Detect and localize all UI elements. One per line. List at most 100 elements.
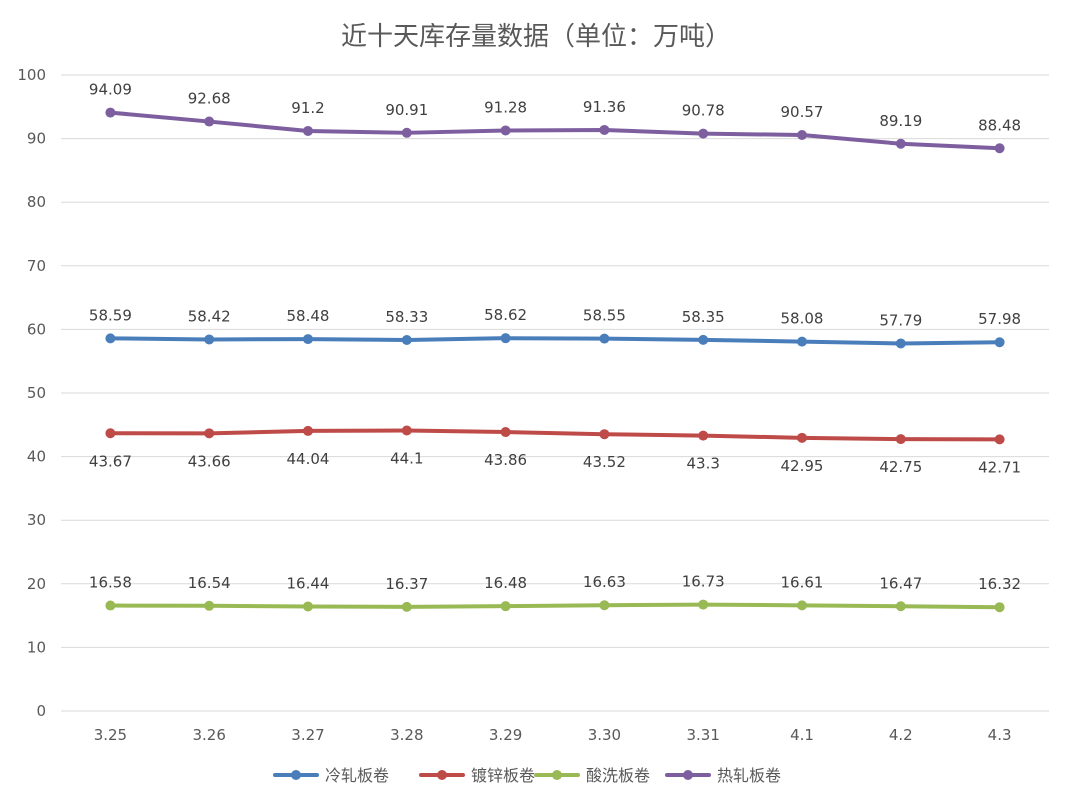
series-line [108, 110, 1002, 151]
data-point [797, 600, 807, 611]
data-point [401, 601, 412, 612]
series-2 [105, 425, 1005, 445]
data-point [698, 599, 709, 610]
data-point [500, 125, 511, 136]
chart-title: 近十天库存量数据（单位：万吨） [341, 22, 731, 52]
data-label: 43.52 [583, 453, 626, 471]
data-point [895, 138, 906, 149]
legend-label: 镀锌板卷 [471, 766, 535, 785]
data-label: 91.36 [583, 98, 626, 116]
data-point [994, 602, 1005, 613]
data-label: 90.78 [682, 102, 725, 120]
data-point [303, 601, 313, 612]
data-point [599, 333, 610, 344]
data-point [895, 338, 906, 349]
series-line [108, 602, 1002, 610]
data-point [303, 334, 313, 345]
data-point [797, 129, 807, 140]
data-label: 16.63 [583, 573, 626, 591]
x-tick-label: 3.26 [192, 726, 225, 744]
series-4 [105, 107, 1005, 154]
data-point [994, 434, 1005, 445]
x-tick-label: 3.28 [390, 726, 423, 744]
data-point [105, 333, 116, 344]
y-tick-label: 40 [27, 448, 46, 466]
x-tick-label: 4.2 [889, 726, 913, 744]
data-label: 16.58 [89, 574, 132, 592]
data-label: 44.04 [287, 450, 330, 468]
data-point [994, 337, 1005, 348]
data-label: 16.37 [385, 575, 428, 593]
data-label: 88.48 [978, 116, 1021, 134]
data-point [500, 427, 511, 438]
y-tick-label: 70 [27, 257, 46, 275]
x-tick-label: 4.1 [790, 726, 814, 744]
legend-swatch-marker [437, 770, 447, 780]
data-point [204, 600, 215, 611]
data-label: 58.48 [287, 307, 330, 325]
data-label: 90.57 [781, 103, 824, 121]
x-tick-label: 3.25 [94, 726, 127, 744]
legend-item: 热轧板卷 [665, 766, 781, 785]
data-label: 58.59 [89, 306, 132, 324]
x-tick-label: 3.29 [489, 726, 522, 744]
data-point [599, 124, 610, 135]
data-point [204, 428, 215, 439]
legend-swatch-marker [683, 770, 693, 780]
data-label: 43.86 [484, 451, 527, 469]
y-tick-label: 10 [27, 638, 46, 656]
legend-item: 酸洗板卷 [534, 766, 650, 785]
data-label: 89.19 [879, 112, 922, 130]
legend-swatch-marker [291, 770, 301, 780]
data-point [599, 600, 610, 611]
data-label: 90.91 [385, 101, 428, 119]
data-point [105, 600, 116, 611]
x-tick-label: 3.31 [686, 726, 719, 744]
data-point [500, 601, 511, 612]
data-point [500, 333, 511, 344]
data-label: 42.75 [879, 458, 922, 476]
y-tick-label: 0 [36, 702, 46, 720]
data-label: 58.35 [682, 308, 725, 326]
data-label: 44.1 [390, 450, 423, 468]
y-tick-label: 90 [27, 130, 46, 148]
x-tick-label: 4.3 [988, 726, 1012, 744]
legend-label: 酸洗板卷 [586, 766, 650, 785]
data-point [105, 107, 116, 118]
x-axis: 3.25 3.26 3.27 3.28 3.29 3.30 3.31 4.1 4.2 4.3 [94, 726, 1012, 744]
gridlines [61, 74, 1049, 712]
data-label: 16.44 [287, 574, 330, 592]
data-label: 94.09 [89, 81, 132, 99]
series-line [108, 336, 1002, 346]
x-tick-label: 3.30 [588, 726, 621, 744]
legend-label: 热轧板卷 [717, 766, 781, 785]
data-point [994, 143, 1005, 154]
data-label: 42.95 [781, 457, 824, 475]
data-label: 16.61 [781, 573, 824, 591]
data-point [303, 425, 313, 436]
data-label: 58.62 [484, 306, 527, 324]
data-label: 91.2 [291, 99, 324, 117]
data-label: 16.32 [978, 575, 1021, 593]
series-line [108, 428, 1002, 442]
y-tick-label: 20 [27, 575, 46, 593]
data-label: 43.3 [686, 455, 719, 473]
data-label: 58.08 [781, 310, 824, 328]
data-label: 58.42 [188, 307, 231, 325]
data-label: 43.66 [188, 452, 231, 470]
data-label: 91.28 [484, 98, 527, 116]
legend-label: 冷轧板卷 [325, 766, 389, 785]
series-3 [105, 599, 1005, 613]
data-point [797, 432, 807, 443]
data-label: 16.48 [484, 574, 527, 592]
data-label: 57.79 [879, 311, 922, 329]
data-point [303, 125, 313, 136]
data-point [204, 116, 215, 127]
y-tick-label: 30 [27, 511, 46, 529]
data-label: 16.54 [188, 574, 231, 592]
data-point [698, 128, 709, 139]
data-point [599, 429, 610, 440]
data-label: 58.33 [385, 308, 428, 326]
